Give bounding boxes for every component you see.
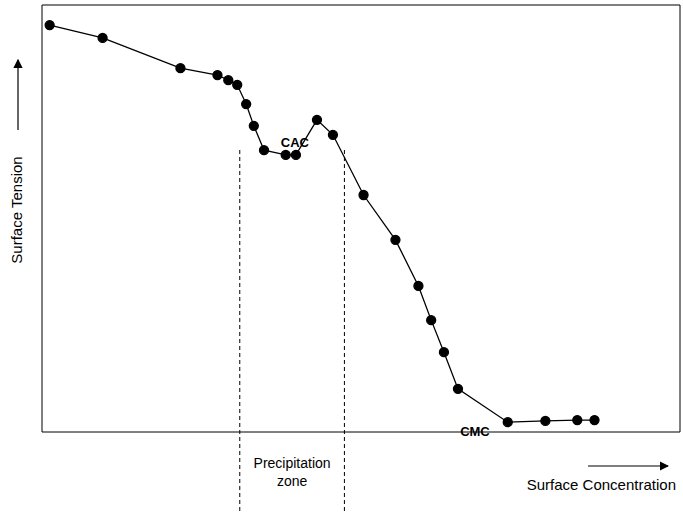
svg-text:Precipitationzone: Precipitationzone <box>254 455 331 489</box>
svg-text:CMC: CMC <box>460 424 490 439</box>
svg-text:Surface Tension: Surface Tension <box>8 156 25 263</box>
svg-text:CAC: CAC <box>281 135 310 150</box>
svg-text:Surface Concentration: Surface Concentration <box>527 476 676 493</box>
